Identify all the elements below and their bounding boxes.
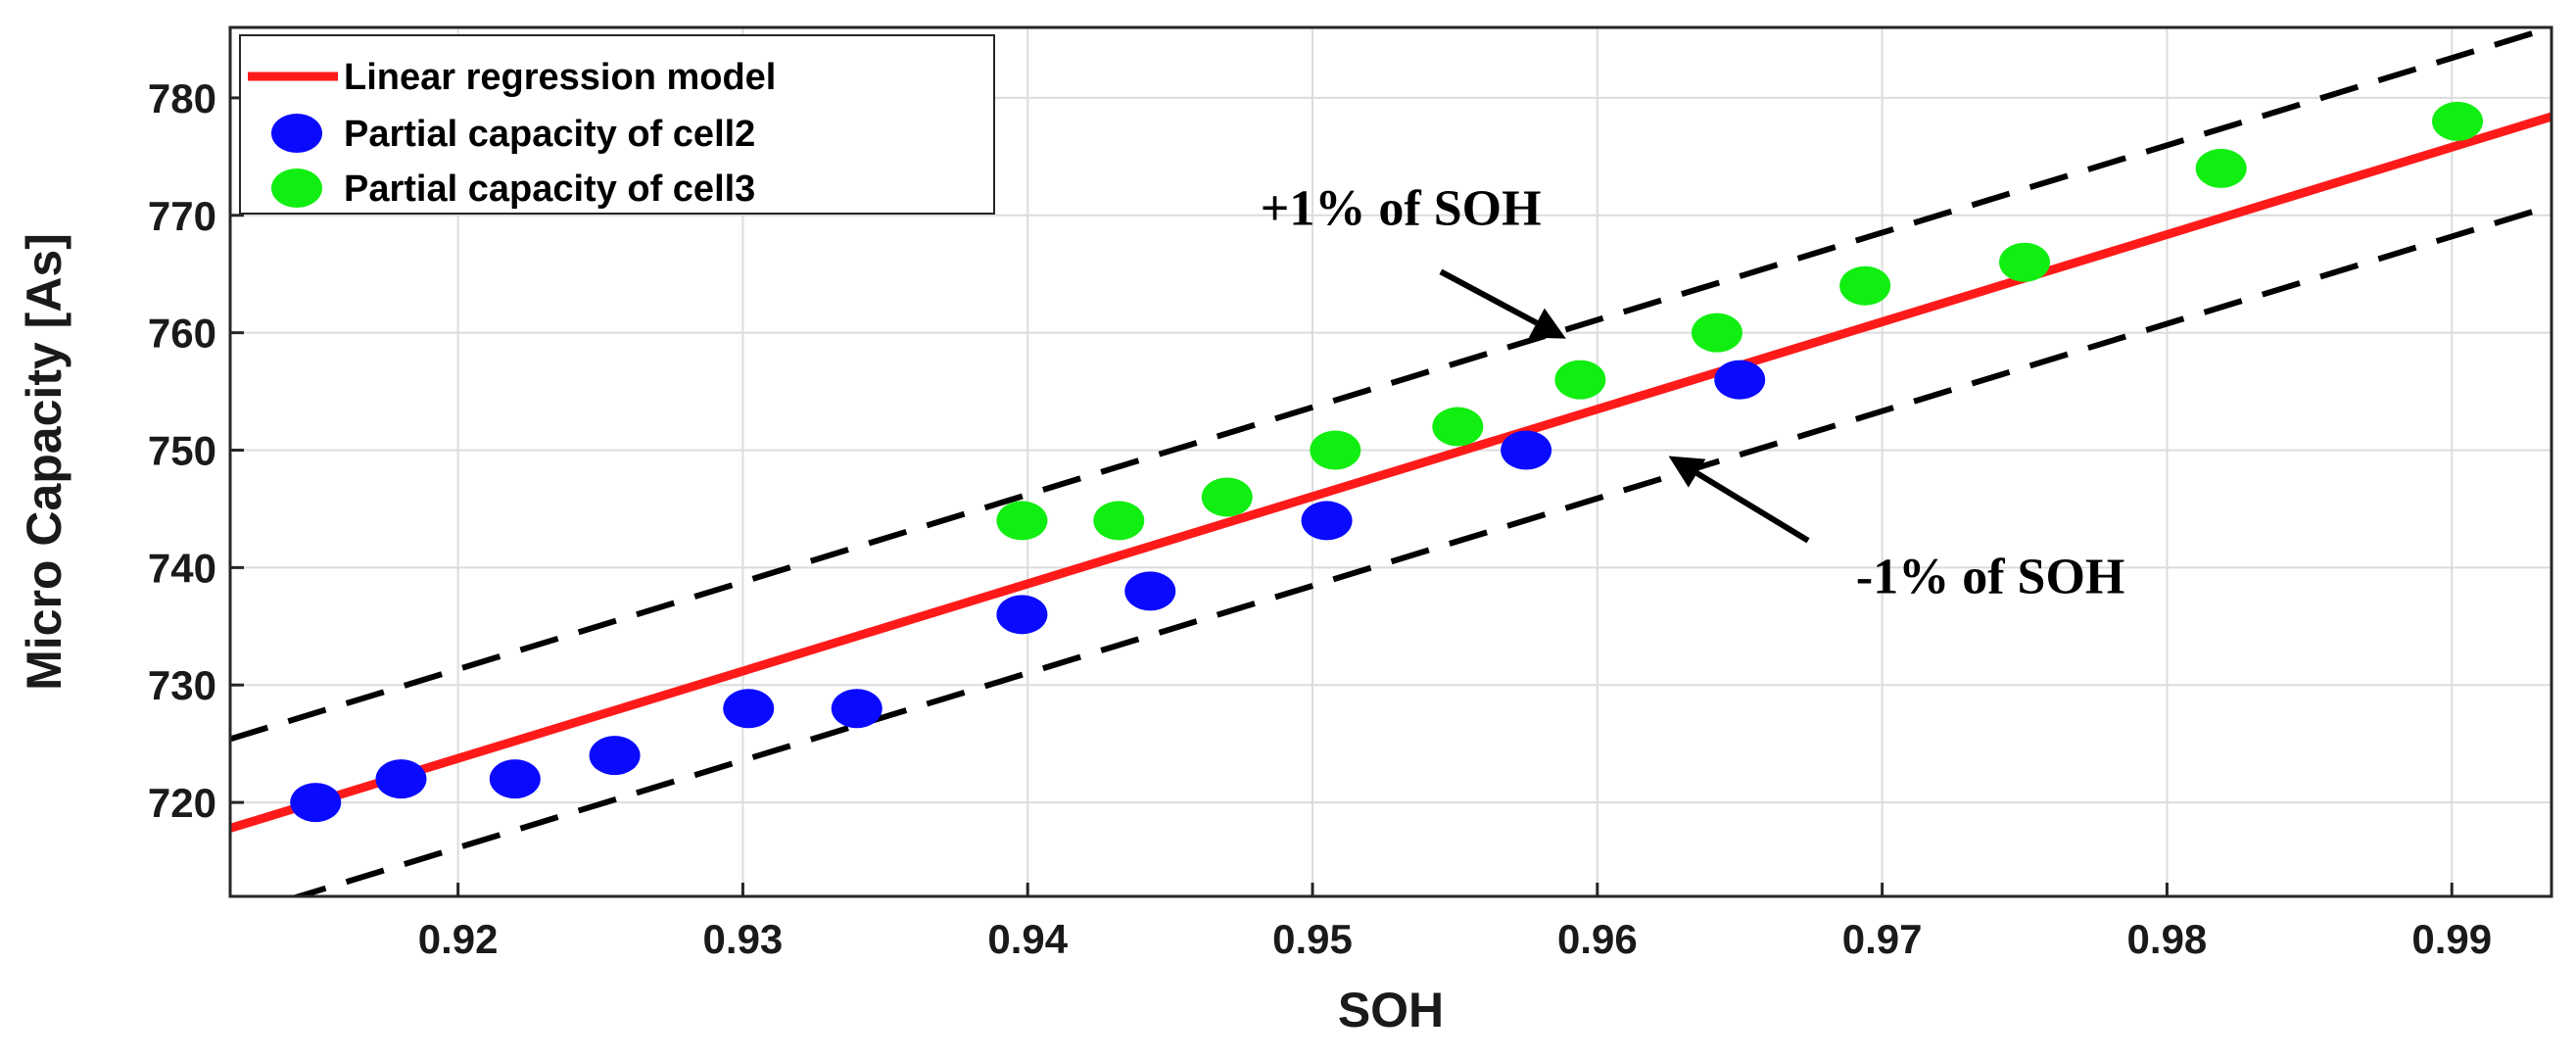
legend: Linear regression model Partial capacity… <box>239 34 995 215</box>
annotation-plus-1pct: +1% of SOH <box>1261 180 1542 236</box>
x-tick-label: 0.93 <box>703 916 784 962</box>
point-partial-capacity-of-cell2 <box>375 759 427 799</box>
point-partial-capacity-of-cell3 <box>1432 407 1484 447</box>
point-partial-capacity-of-cell3 <box>1839 265 1891 306</box>
y-tick-label: 750 <box>148 428 216 474</box>
y-tick-label: 740 <box>148 545 216 591</box>
series-line-linear-regression-model <box>230 112 2552 833</box>
point-partial-capacity-of-cell3 <box>2432 101 2484 141</box>
y-tick-label: 730 <box>148 662 216 708</box>
scatter-points <box>290 101 2484 823</box>
point-partial-capacity-of-cell3 <box>1310 430 1361 470</box>
point-partial-capacity-of-cell2 <box>1714 360 1766 400</box>
plot-frame <box>228 25 2553 898</box>
point-partial-capacity-of-cell2 <box>1501 430 1552 470</box>
point-partial-capacity-of-cell2 <box>589 736 641 776</box>
legend-swatch-cell2 <box>271 114 322 153</box>
legend-label-cell2: Partial capacity of cell2 <box>344 114 755 155</box>
axis-ticks: 0.92 0.93 0.94 0.95 0.96 0.97 0.98 0.99 720 730 74… <box>148 75 2492 962</box>
point-partial-capacity-of-cell2 <box>1124 571 1176 611</box>
x-tick-label: 0.94 <box>987 916 1068 962</box>
point-partial-capacity-of-cell3 <box>2195 148 2247 188</box>
point-partial-capacity-of-cell3 <box>1999 242 2051 282</box>
annotation-arrowhead-minus-1pct <box>1668 456 1706 488</box>
point-partial-capacity-of-cell2 <box>723 689 775 729</box>
point-partial-capacity-of-cell3 <box>1093 501 1145 541</box>
point-partial-capacity-of-cell2 <box>489 759 541 799</box>
legend-label-cell3: Partial capacity of cell3 <box>344 168 755 210</box>
y-tick-label: 770 <box>148 193 216 239</box>
annotation-minus-1pct: -1% of SOH <box>1856 550 2124 605</box>
point-partial-capacity-of-cell2 <box>996 595 1048 635</box>
annotation-arrowhead-plus-1pct <box>1528 308 1566 339</box>
y-tick-label: 720 <box>148 780 216 826</box>
point-partial-capacity-of-cell2 <box>1301 501 1353 541</box>
point-partial-capacity-of-cell2 <box>290 783 342 823</box>
legend-swatch-cell3 <box>271 168 322 208</box>
x-tick-label: 0.98 <box>2127 916 2208 962</box>
annotation-arrow-minus-1pct <box>1695 470 1810 544</box>
series-line-1-of-soh <box>289 203 2552 896</box>
point-partial-capacity-of-cell2 <box>831 689 883 729</box>
point-partial-capacity-of-cell3 <box>1201 477 1253 517</box>
line-series <box>230 27 2552 896</box>
x-tick-label: 0.92 <box>418 916 499 962</box>
x-tick-label: 0.95 <box>1272 916 1353 962</box>
point-partial-capacity-of-cell3 <box>1691 313 1742 353</box>
point-partial-capacity-of-cell3 <box>996 501 1048 541</box>
x-tick-label: 0.96 <box>1557 916 1638 962</box>
point-partial-capacity-of-cell3 <box>1554 360 1606 400</box>
x-axis-label: SOH <box>1338 983 1444 1037</box>
series-line-1-of-soh <box>230 27 2552 743</box>
legend-box <box>239 34 995 215</box>
annotations: +1% of SOH -1% of SOH <box>1261 180 2125 604</box>
annotation-arrow-plus-1pct <box>1439 268 1539 326</box>
legend-label-regression: Linear regression model <box>344 57 776 98</box>
y-tick-label: 780 <box>148 75 216 121</box>
y-tick-label: 760 <box>148 311 216 357</box>
x-tick-label: 0.97 <box>1842 916 1923 962</box>
x-tick-label: 0.99 <box>2411 916 2492 962</box>
y-axis-label: Micro Capacity [As] <box>17 233 72 691</box>
